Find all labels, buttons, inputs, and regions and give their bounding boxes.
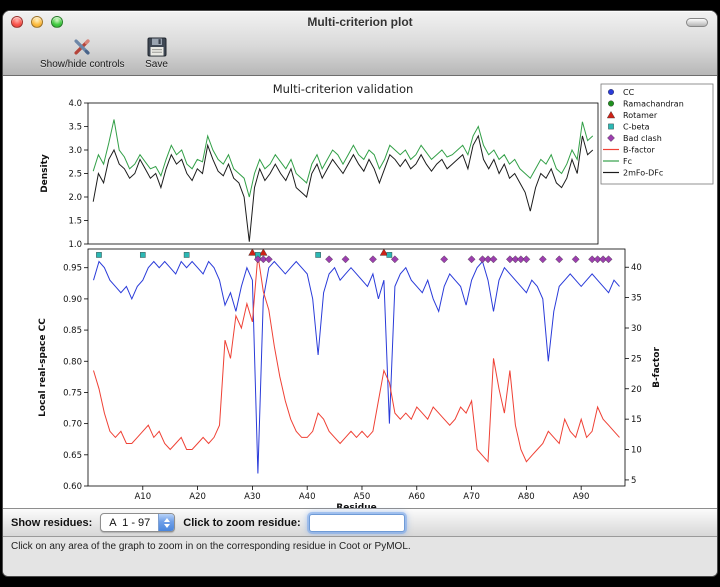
svg-text:Bad clash: Bad clash [623, 134, 662, 143]
svg-text:35: 35 [631, 294, 642, 304]
legend: CC Ramachandran Rotamer C-beta Bad clash B-fa… [600, 83, 714, 185]
svg-text:0.65: 0.65 [63, 451, 82, 461]
svg-text:0.70: 0.70 [63, 420, 82, 430]
save-button[interactable]: Save [142, 34, 172, 70]
zoom-residue-input[interactable] [308, 513, 405, 532]
svg-text:A80: A80 [518, 492, 535, 502]
svg-text:1.5: 1.5 [68, 217, 82, 227]
svg-text:A50: A50 [354, 492, 371, 502]
close-button[interactable] [11, 16, 23, 28]
controls-bar: Show residues: A 1 - 97 Click to zoom re… [3, 508, 717, 536]
svg-text:CC: CC [623, 88, 635, 97]
svg-text:A40: A40 [299, 492, 316, 502]
svg-text:A70: A70 [463, 492, 480, 502]
svg-text:B-factor: B-factor [652, 347, 662, 388]
svg-text:30: 30 [631, 324, 642, 334]
svg-text:4.0: 4.0 [68, 99, 82, 109]
svg-text:2.0: 2.0 [68, 193, 82, 203]
show-hide-controls-label: Show/hide controls [40, 59, 125, 70]
status-bar: Click on any area of the graph to zoom i… [3, 536, 717, 576]
svg-text:20: 20 [631, 385, 642, 395]
residue-range-select[interactable]: A 1 - 97 [100, 513, 176, 532]
multi-criterion-plot-window: Multi-criterion plot [2, 10, 718, 577]
svg-text:0.80: 0.80 [63, 357, 82, 367]
stepper-arrows-icon [158, 514, 175, 531]
svg-text:Multi-criterion validation: Multi-criterion validation [273, 82, 414, 96]
multi-criterion-figure[interactable]: Multi-criterion validation 1.0 1.5 2.0 2.5 3.… [3, 76, 718, 511]
svg-text:2.5: 2.5 [68, 170, 82, 180]
cc-bfactor-plot: 0.60 0.65 0.70 0.75 0.80 0.85 0.90 0.95 5 10 15 20 2… [38, 248, 662, 511]
svg-text:0.85: 0.85 [63, 326, 82, 336]
svg-text:1.0: 1.0 [68, 240, 82, 250]
svg-text:A90: A90 [573, 492, 590, 502]
plot-content: Multi-criterion validation 1.0 1.5 2.0 2.5 3.… [3, 76, 718, 511]
svg-text:Density: Density [40, 154, 50, 193]
svg-text:0.95: 0.95 [63, 264, 82, 274]
traffic-lights [11, 16, 63, 28]
svg-text:Rotamer: Rotamer [623, 111, 658, 120]
svg-text:3.0: 3.0 [68, 146, 82, 156]
toolbar: Show/hide controls Save [3, 33, 717, 75]
svg-text:Local real-space CC: Local real-space CC [38, 318, 48, 417]
outlier-markers [96, 248, 613, 264]
density-plot: 1.0 1.5 2.0 2.5 3.0 3.5 4.0 Density [40, 99, 599, 250]
svg-text:0.60: 0.60 [63, 482, 82, 492]
residue-range-value: A 1 - 97 [109, 516, 151, 529]
window-chrome: Multi-criterion plot [3, 11, 717, 76]
toolbar-toggle-button[interactable] [686, 18, 708, 27]
show-residues-label: Show residues: [11, 516, 93, 529]
titlebar[interactable]: Multi-criterion plot [3, 11, 717, 33]
svg-text:A10: A10 [134, 492, 151, 502]
save-icon [145, 34, 169, 59]
tools-icon [70, 34, 94, 59]
svg-text:0.75: 0.75 [63, 388, 82, 398]
zoom-window-button[interactable] [51, 16, 63, 28]
svg-text:15: 15 [631, 415, 642, 425]
svg-text:A60: A60 [408, 492, 425, 502]
svg-text:Ramachandran: Ramachandran [623, 100, 684, 109]
svg-text:Residue: Residue [336, 503, 376, 511]
svg-text:B-factor: B-factor [623, 146, 656, 155]
zoom-residue-label: Click to zoom residue: [183, 516, 301, 529]
svg-text:0.90: 0.90 [63, 295, 82, 305]
show-hide-controls-button[interactable]: Show/hide controls [37, 34, 128, 70]
svg-text:5: 5 [631, 476, 636, 486]
status-text: Click on any area of the graph to zoom i… [11, 541, 411, 552]
save-label: Save [145, 59, 168, 70]
window-title: Multi-criterion plot [307, 15, 413, 29]
svg-text:A30: A30 [244, 492, 261, 502]
svg-text:2mFo-DFc: 2mFo-DFc [623, 169, 663, 178]
svg-text:40: 40 [631, 263, 642, 273]
svg-text:10: 10 [631, 446, 642, 456]
svg-text:Fc: Fc [623, 157, 632, 166]
svg-text:3.5: 3.5 [68, 123, 82, 133]
svg-text:25: 25 [631, 354, 642, 364]
svg-text:C-beta: C-beta [623, 123, 650, 132]
svg-text:A20: A20 [189, 492, 206, 502]
minimize-button[interactable] [31, 16, 43, 28]
